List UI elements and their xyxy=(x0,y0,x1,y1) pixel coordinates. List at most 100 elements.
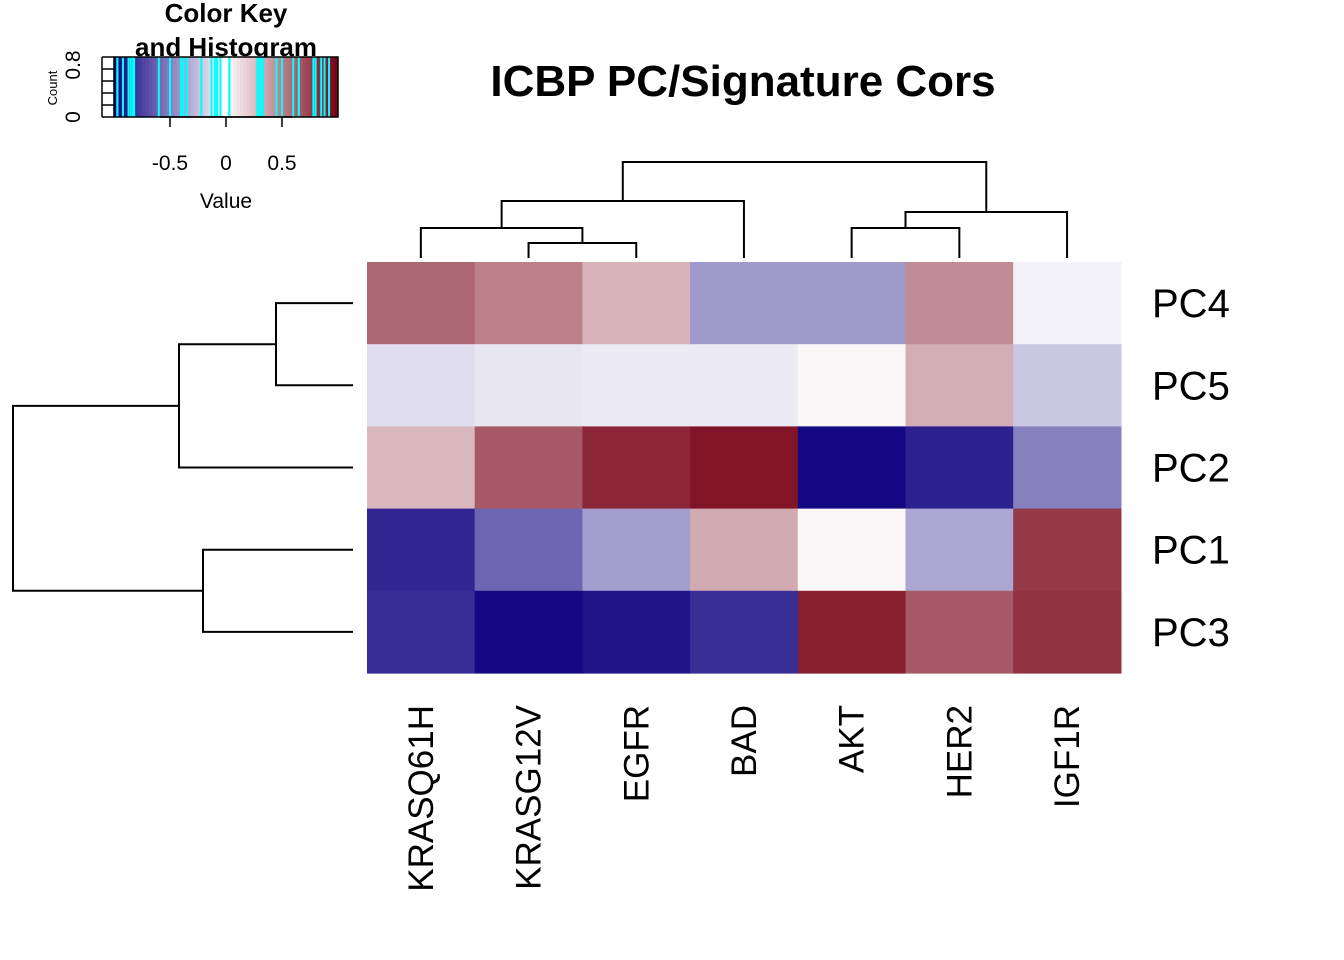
color-key-swatch xyxy=(324,57,328,117)
heatmap-cell xyxy=(474,590,583,674)
dendrogram-branch xyxy=(527,242,638,258)
color-key-swatch xyxy=(198,57,202,117)
heatmap-cell xyxy=(797,426,907,510)
heatmap-cell xyxy=(474,262,583,345)
heatmap-cell xyxy=(367,262,476,345)
color-key-y-tick-label: 0.8 xyxy=(62,50,85,79)
color-key-swatch xyxy=(124,57,129,117)
color-key-swatch xyxy=(191,57,195,117)
dendrogram-branch xyxy=(202,548,353,633)
dendrogram-branch xyxy=(500,200,745,258)
row-label: PC1 xyxy=(1152,529,1230,573)
heatmap-cell xyxy=(1013,344,1122,427)
heatmap-cell xyxy=(582,344,691,427)
color-key-swatch xyxy=(289,57,293,117)
heatmap-cell xyxy=(905,590,1014,674)
color-key-swatch xyxy=(142,57,146,117)
column-label: KRASQ61H xyxy=(402,705,441,892)
heatmap-cell xyxy=(582,590,691,674)
color-key-title-line1: Color Key xyxy=(165,0,288,28)
row-labels: PC4 PC5 PC2 PC1 PC3 xyxy=(1152,282,1230,655)
heatmap-cell xyxy=(367,508,476,592)
row-label: PC4 xyxy=(1152,282,1230,326)
color-key-swatch xyxy=(271,57,276,117)
color-key-swatch xyxy=(254,57,258,117)
heatmap-cell xyxy=(582,426,691,510)
heatmap-cell xyxy=(1013,590,1122,674)
dendrogram-branch xyxy=(904,211,1069,258)
heatmap-cell xyxy=(474,508,583,592)
color-key-swatch xyxy=(226,57,230,117)
heatmap-cell xyxy=(1013,508,1122,592)
heatmap-cells xyxy=(367,262,1122,674)
color-key-ylabel: Count xyxy=(45,70,60,105)
color-key-swatch xyxy=(177,57,181,117)
color-key-swatch xyxy=(201,57,206,117)
heatmap-cell xyxy=(690,344,799,427)
color-key-swatch xyxy=(320,57,325,117)
heatmap-cell xyxy=(690,426,799,510)
heatmap-cell xyxy=(474,426,583,510)
color-key-swatch xyxy=(282,57,286,117)
dendrogram-branch xyxy=(275,302,353,387)
color-key-swatch xyxy=(159,57,164,117)
heatmap-cell xyxy=(905,508,1014,592)
color-key-swatch xyxy=(166,57,171,117)
color-key-swatch xyxy=(240,57,244,117)
column-label: AKT xyxy=(833,705,872,773)
row-label: PC5 xyxy=(1152,364,1230,408)
column-label: KRASG12V xyxy=(510,704,549,889)
color-key-swatch xyxy=(264,57,269,117)
heatmap-cell xyxy=(582,508,691,592)
color-key-axes: -0.5 0 0.5 0 0.8 xyxy=(62,50,297,175)
dendrogram-branch xyxy=(850,227,961,258)
heatmap-cell xyxy=(905,262,1014,345)
color-key-swatch xyxy=(334,57,339,117)
color-key-swatch xyxy=(187,57,192,117)
color-key-swatch xyxy=(331,57,335,117)
color-key-histogram xyxy=(113,56,339,118)
color-key-swatch xyxy=(285,57,290,117)
column-label: EGFR xyxy=(617,705,656,802)
color-key-swatch xyxy=(117,57,122,117)
heatmap-cell xyxy=(1013,262,1122,345)
color-key-swatch xyxy=(173,57,178,117)
column-dendrogram xyxy=(419,161,1069,258)
color-key-swatch xyxy=(278,57,283,117)
column-label: BAD xyxy=(725,705,764,777)
heatmap-cell xyxy=(582,262,691,345)
color-key-swatch xyxy=(243,57,248,117)
color-key-strip xyxy=(114,57,339,117)
heatmap-cell xyxy=(1013,426,1122,510)
row-label: PC2 xyxy=(1152,447,1230,491)
color-key-x-tick-label: 0 xyxy=(220,152,232,175)
color-key-swatch xyxy=(303,57,307,117)
color-key-swatch xyxy=(292,57,297,117)
color-key-swatch xyxy=(236,57,241,117)
dendrogram-branch xyxy=(178,343,353,469)
heatmap-cell xyxy=(797,262,907,345)
color-key-y-tick-label: 0 xyxy=(62,111,85,123)
color-key-swatch xyxy=(222,57,227,117)
row-dendrogram xyxy=(12,302,353,633)
heatmap-cell xyxy=(905,344,1014,427)
color-key-swatch xyxy=(145,57,150,117)
color-key-swatch xyxy=(163,57,167,117)
dendrogram-branch xyxy=(12,404,203,592)
heatmap-cell xyxy=(690,590,799,674)
heatmap-cell xyxy=(367,590,476,674)
color-key-x-tick-label: 0.5 xyxy=(267,152,296,175)
heatmap-cell xyxy=(797,344,907,427)
color-key-swatch xyxy=(317,57,321,117)
column-label: IGF1R xyxy=(1048,705,1087,808)
heatmap-cell xyxy=(905,426,1014,510)
heatmap-cell xyxy=(690,262,799,345)
color-key-swatch xyxy=(138,57,143,117)
color-key-swatch xyxy=(229,57,234,117)
color-key-xlabel: Value xyxy=(200,190,252,213)
column-label: HER2 xyxy=(940,705,979,798)
heatmap-cell xyxy=(797,508,907,592)
heatmap-cell xyxy=(474,344,583,427)
color-key-swatch xyxy=(205,57,209,117)
heatmap-cell xyxy=(690,508,799,592)
